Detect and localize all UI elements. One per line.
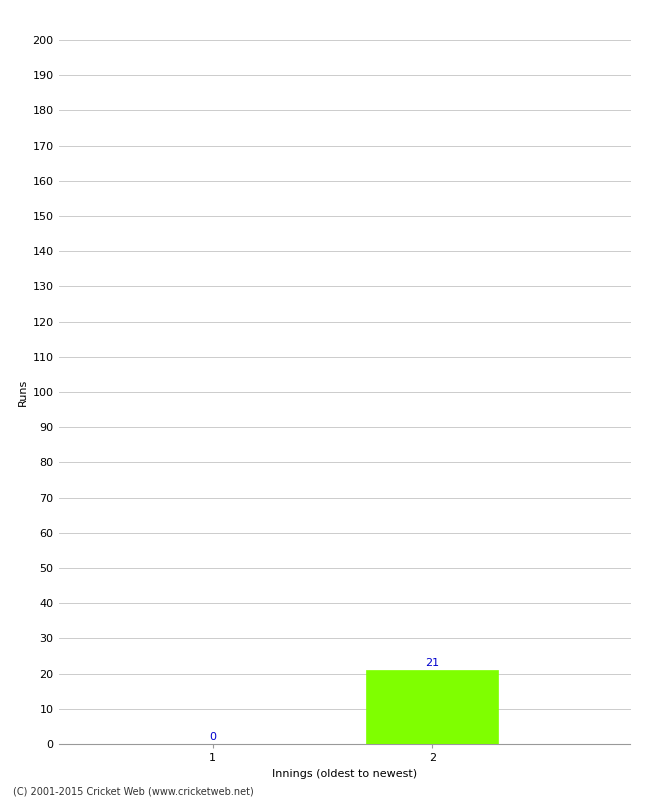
Text: 21: 21 — [426, 658, 439, 668]
X-axis label: Innings (oldest to newest): Innings (oldest to newest) — [272, 769, 417, 778]
Text: 0: 0 — [209, 732, 216, 742]
Text: (C) 2001-2015 Cricket Web (www.cricketweb.net): (C) 2001-2015 Cricket Web (www.cricketwe… — [13, 786, 254, 796]
Y-axis label: Runs: Runs — [18, 378, 29, 406]
Bar — [367, 670, 499, 744]
